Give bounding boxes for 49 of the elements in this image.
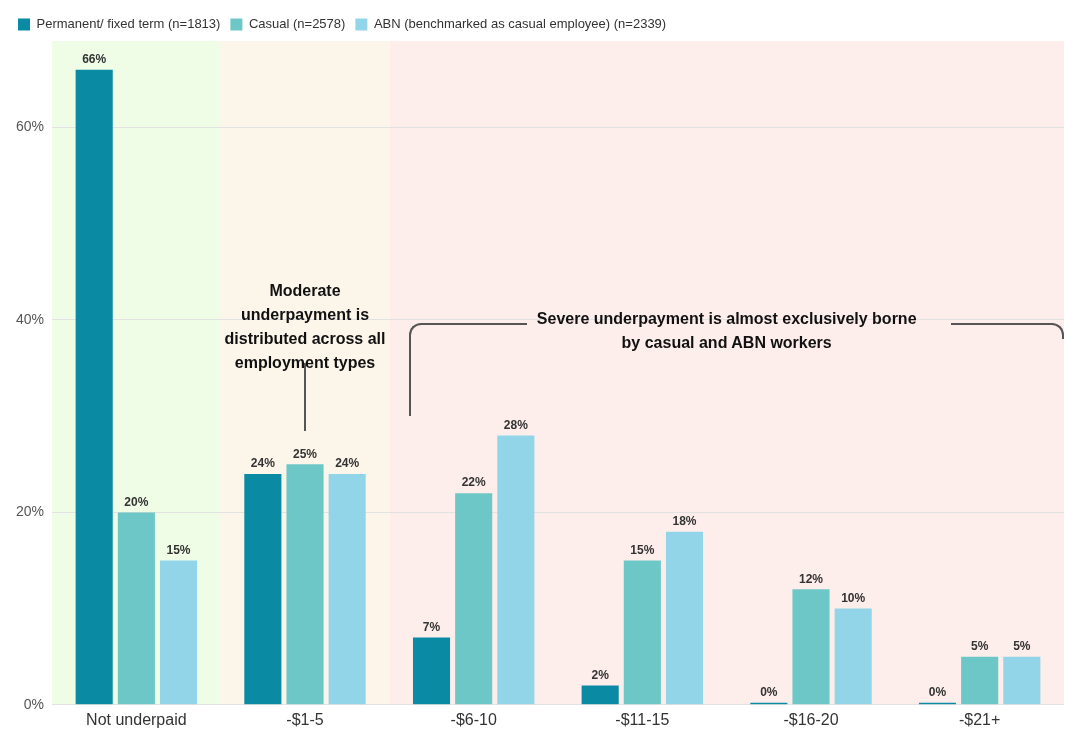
bar: [961, 656, 999, 705]
bar: [623, 560, 661, 705]
data-label: 15%: [166, 542, 191, 557]
data-label: 2%: [591, 667, 610, 682]
data-label: 0%: [928, 685, 947, 700]
data-label: 12%: [798, 571, 824, 586]
bar: [244, 473, 282, 705]
data-label: 22%: [461, 475, 487, 490]
data-label: 15%: [630, 542, 655, 557]
data-label: 28%: [503, 417, 529, 432]
data-label: 25%: [293, 446, 318, 461]
bar: [834, 608, 872, 705]
bar: [286, 464, 324, 705]
bar: [1003, 656, 1041, 705]
y-tick-label: 0%: [23, 695, 45, 712]
y-tick-label: 20%: [15, 503, 45, 520]
data-label: 5%: [971, 639, 989, 654]
y-tick-label: 40%: [15, 310, 45, 327]
data-label: 10%: [841, 590, 866, 605]
bar: [159, 560, 198, 705]
x-tick-label: -$6-10: [450, 710, 497, 728]
data-label: 24%: [335, 456, 360, 471]
data-label: 24%: [250, 456, 276, 471]
bar: [581, 685, 619, 705]
x-tick-label: -$21+: [958, 710, 1001, 728]
x-tick-label: -$1-5: [286, 710, 324, 728]
y-tick-label: 60%: [15, 118, 45, 135]
x-tick-label: -$16-20: [783, 710, 839, 728]
legend-label: ABN (benchmarked as casual employee) (n=2339): [373, 16, 667, 32]
bar: [117, 512, 155, 705]
bar: [412, 637, 451, 705]
bar: [792, 589, 830, 705]
x-tick-label: -$11-15: [615, 710, 670, 728]
bar: [497, 435, 535, 705]
annotation: Moderate underpayment is distributed across all employment types: [224, 281, 386, 371]
bar: [328, 473, 366, 705]
data-label: 7%: [422, 619, 441, 634]
bar: [665, 531, 704, 705]
data-label: 20%: [124, 494, 149, 509]
legend-label: Casual (n=2578): [248, 16, 346, 32]
data-label: 5%: [1013, 639, 1031, 654]
bar: [455, 493, 493, 705]
data-label: 0%: [760, 685, 778, 700]
bar: [75, 69, 113, 705]
data-label: 18%: [672, 513, 697, 528]
data-label: 66%: [82, 52, 107, 67]
x-tick-label: Not underpaid: [86, 710, 187, 728]
annotation: Severe underpayment is almost exclusively borne by casual and ABN workers: [536, 310, 917, 352]
legend-label: Permanent/ fixed term (n=1813): [36, 16, 221, 32]
